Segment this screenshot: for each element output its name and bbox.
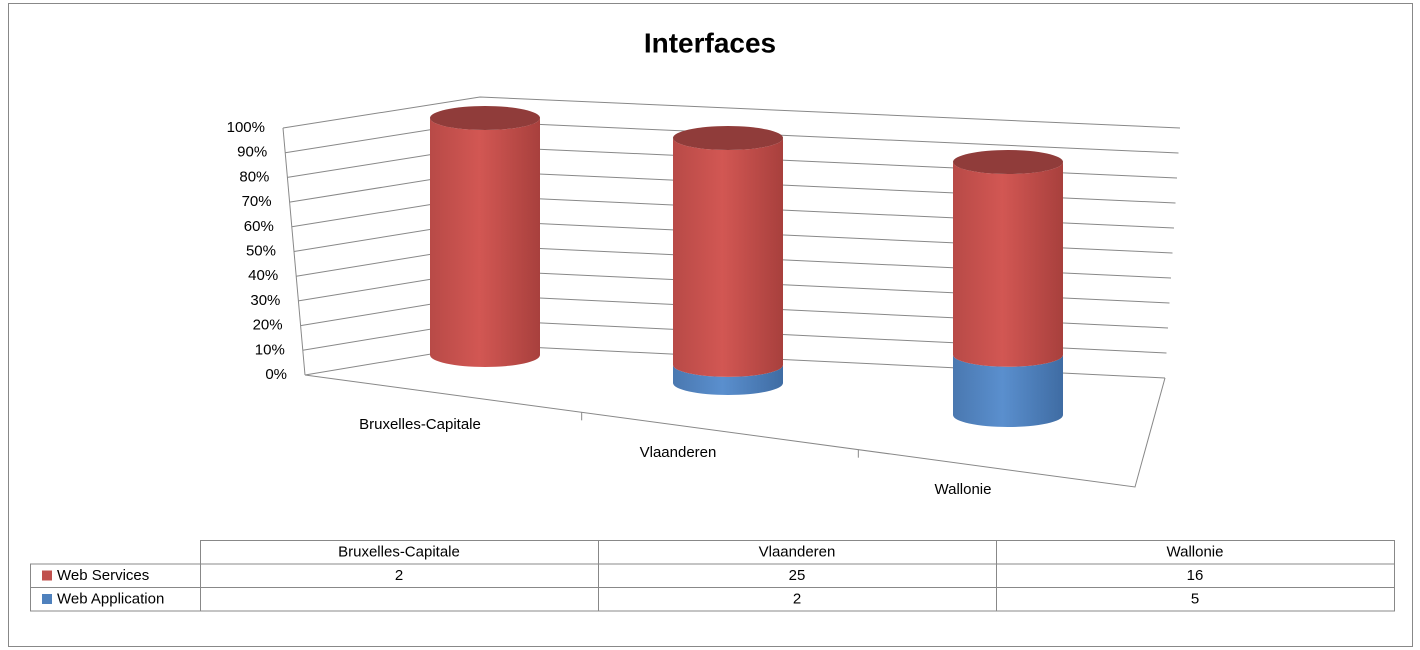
y-tick-label: 20% [253,317,283,334]
y-tick-label: 50% [246,242,276,259]
y-tick-label: 60% [244,218,274,235]
cylinder-segment [953,162,1063,367]
cylinder-segment [673,364,783,395]
legend-label: Web Application [57,591,164,608]
y-tick-label: 40% [248,267,278,284]
legend-swatch [42,594,52,604]
grid-line [282,96,1181,129]
chart-title: Interfaces [644,27,776,58]
table-header: Vlaanderen [759,544,836,561]
legend-label: Web Services [57,567,149,584]
y-tick-label: 100% [227,119,265,136]
y-tick-label: 70% [242,193,272,210]
y-tick-label: 10% [255,341,285,358]
table-row [30,587,1395,612]
table-cell: 25 [789,567,806,584]
cylinder-segment [673,138,783,377]
y-axis [282,127,306,376]
cylinder-top [953,150,1063,174]
y-tick-label: 30% [250,292,280,309]
y-tick-label: 0% [265,366,287,383]
table-cell: 16 [1187,567,1204,584]
y-tick-label: 90% [237,144,267,161]
cylinder-top [430,106,540,130]
table-header: Bruxelles-Capitale [338,544,460,561]
x-tick-label: Wallonie [935,481,992,498]
table-header: Wallonie [1167,544,1224,561]
cylinder-top [673,126,783,150]
table-cell: 2 [395,567,403,584]
x-tick-label: Bruxelles-Capitale [359,416,481,433]
cylinder-segment [430,118,540,367]
legend-swatch [42,570,52,581]
table-cell: 2 [793,591,801,608]
x-tick-label: Vlaanderen [640,444,717,461]
y-tick-label: 80% [239,168,269,185]
table-cell: 5 [1191,591,1199,608]
cylinder-segment [953,354,1063,427]
